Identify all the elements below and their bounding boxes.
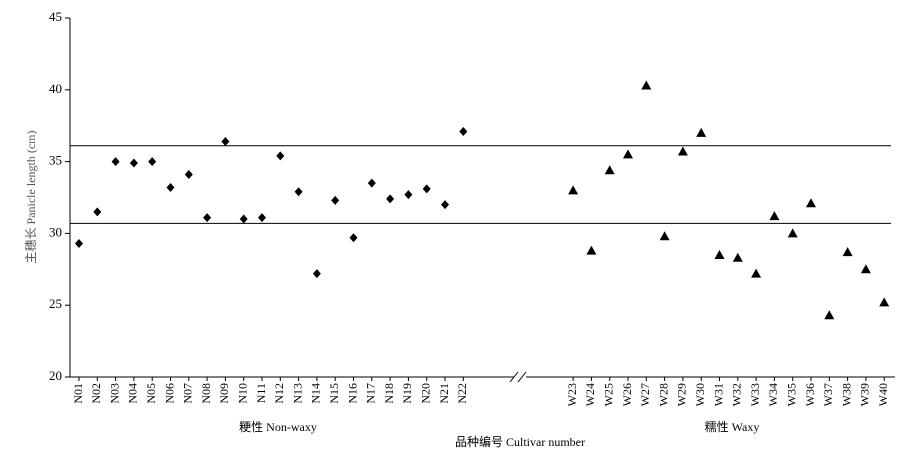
point	[404, 190, 413, 200]
x-tick-label: N09	[217, 383, 231, 404]
x-tick-label: W36	[803, 383, 817, 406]
point	[806, 198, 816, 208]
point	[312, 269, 321, 279]
y-tick-label: 25	[49, 296, 62, 311]
point	[331, 195, 340, 205]
x-tick-label: W30	[693, 383, 707, 406]
x-tick-label: N06	[162, 383, 176, 404]
x-axis-title: 品种编号 Cultivar number	[455, 434, 585, 449]
x-tick-label: W34	[766, 383, 780, 406]
point	[184, 170, 193, 180]
point	[239, 214, 248, 224]
point	[367, 178, 376, 188]
point	[732, 252, 743, 262]
x-tick-label: W28	[656, 383, 670, 406]
x-tick-label: N07	[181, 383, 195, 404]
x-tick-label: N11	[254, 383, 268, 403]
point	[623, 149, 633, 159]
point	[824, 310, 835, 320]
y-tick-label: 30	[49, 224, 62, 239]
point	[386, 194, 395, 204]
y-tick-label: 40	[49, 81, 62, 96]
x-tick-label: W23	[565, 383, 579, 406]
x-tick-label: W35	[784, 383, 798, 406]
x-tick-label: N10	[235, 383, 249, 404]
x-tick-label: W26	[620, 383, 634, 406]
y-tick-label: 45	[49, 9, 62, 24]
point	[659, 231, 670, 241]
point	[75, 238, 83, 248]
group-label: 粳性 Non-waxy	[239, 420, 317, 434]
point	[276, 151, 285, 161]
x-tick-label: W24	[583, 383, 597, 406]
point	[604, 165, 615, 175]
point	[441, 200, 449, 210]
x-tick-label: W33	[748, 383, 762, 406]
point	[294, 187, 303, 197]
x-tick-label: W39	[858, 383, 872, 406]
x-tick-label: W31	[711, 383, 725, 406]
point	[148, 157, 157, 167]
x-tick-label: W40	[876, 383, 890, 406]
x-tick-label: N05	[144, 383, 158, 404]
point	[459, 126, 468, 136]
x-tick-label: N16	[345, 383, 359, 404]
point	[677, 146, 688, 156]
point	[787, 228, 798, 238]
y-axis-title: 主穗长 Panicle length (cm)	[24, 131, 38, 264]
x-tick-label: N01	[71, 383, 85, 404]
point	[111, 157, 120, 167]
point	[586, 245, 597, 255]
point	[879, 297, 890, 307]
x-tick-label: N12	[272, 383, 286, 404]
axis-break	[509, 371, 519, 383]
point	[860, 264, 871, 274]
point	[842, 247, 853, 257]
x-tick-label: N08	[199, 383, 213, 404]
point	[641, 80, 652, 90]
x-tick-label: N20	[418, 383, 432, 404]
x-tick-label: W29	[675, 383, 689, 406]
group-label: 糯性 Waxy	[705, 420, 760, 434]
point	[714, 249, 725, 259]
point	[93, 207, 102, 217]
x-tick-label: N04	[126, 383, 140, 404]
x-tick-label: N14	[309, 383, 323, 404]
point	[751, 268, 762, 278]
y-tick-label: 35	[49, 153, 62, 168]
x-tick-label: W25	[601, 383, 615, 406]
x-tick-label: N19	[400, 383, 414, 404]
point	[769, 211, 780, 221]
x-tick-label: W38	[839, 383, 853, 406]
x-tick-label: N02	[89, 383, 103, 404]
x-tick-label: W27	[638, 383, 652, 406]
point	[129, 158, 138, 168]
y-tick-label: 20	[49, 368, 62, 383]
axes	[69, 18, 895, 383]
point	[568, 185, 579, 195]
point	[349, 233, 358, 243]
axis-break	[517, 371, 527, 383]
x-tick-label: N18	[382, 383, 396, 404]
x-tick-label: W32	[730, 383, 744, 406]
point	[203, 213, 212, 223]
x-tick-label: N13	[290, 383, 304, 404]
x-tick-label: W37	[821, 383, 835, 406]
x-tick-label: N15	[327, 383, 341, 404]
x-tick-label: N03	[107, 383, 121, 404]
point	[258, 213, 266, 223]
x-tick-label: N17	[364, 383, 378, 404]
point	[166, 182, 175, 192]
x-tick-label: N22	[455, 383, 469, 404]
point	[221, 136, 230, 146]
point	[422, 184, 431, 194]
point	[696, 127, 707, 137]
x-tick-label: N21	[437, 383, 451, 404]
